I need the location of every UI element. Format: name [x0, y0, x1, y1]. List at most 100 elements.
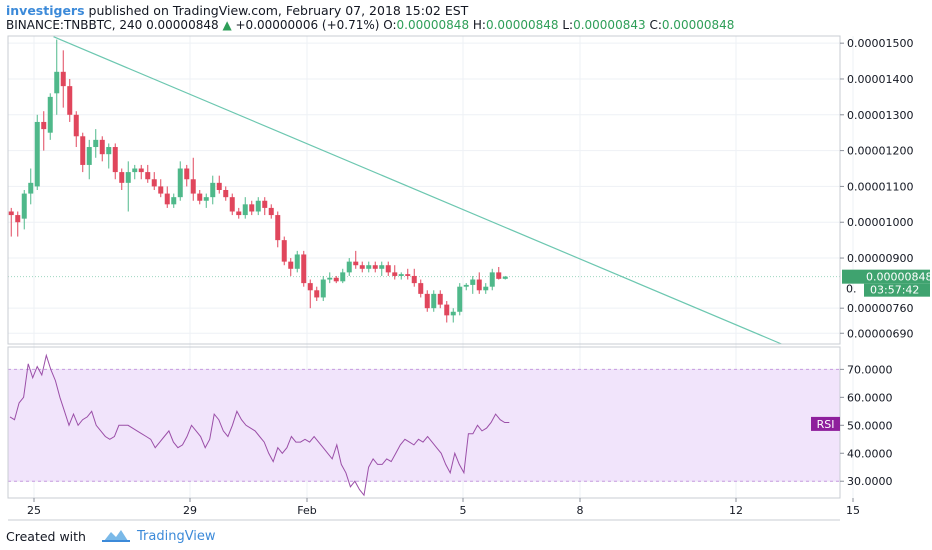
- candle: [119, 168, 125, 190]
- candle: [366, 261, 372, 273]
- candle: [229, 193, 235, 216]
- candle-body: [411, 275, 417, 284]
- candle-body: [431, 293, 437, 309]
- candle-body: [210, 182, 216, 198]
- candle-body: [21, 193, 27, 219]
- tradingview-brand[interactable]: TradingView: [137, 529, 216, 544]
- price-tick-label: 0.00001400: [847, 73, 913, 86]
- candle: [223, 186, 229, 201]
- candle: [483, 283, 489, 294]
- candle-body: [457, 286, 463, 312]
- candle-body: [86, 147, 92, 165]
- candle-body: [216, 182, 222, 190]
- candle-body: [470, 279, 476, 285]
- candle: [138, 164, 144, 180]
- candle-body: [398, 274, 404, 276]
- candle: [255, 197, 261, 216]
- candle: [132, 164, 138, 180]
- time-tick-label: Feb: [297, 504, 316, 517]
- rsi-series: [9, 353, 510, 497]
- close-value: 0.00000848: [661, 18, 735, 32]
- candle-body: [444, 304, 450, 316]
- candle-body: [229, 197, 235, 212]
- candle: [164, 186, 170, 208]
- price-tick-label: 0.00000760: [847, 302, 913, 315]
- candle: [275, 211, 281, 248]
- candle-body: [385, 265, 391, 273]
- time-tick-label: 12: [729, 504, 743, 517]
- created-with-label: Created with: [6, 529, 86, 544]
- candle-body: [184, 168, 190, 180]
- candle: [106, 143, 112, 169]
- candle-body: [34, 121, 40, 187]
- candle: [125, 161, 131, 212]
- candle: [301, 250, 307, 287]
- candle-body: [132, 168, 138, 173]
- candle-body: [476, 279, 482, 291]
- candle-body: [119, 172, 125, 183]
- candle-body: [262, 200, 268, 208]
- time-tick-label: 8: [577, 504, 584, 517]
- candle: [353, 250, 359, 269]
- rsi-band: [8, 369, 840, 482]
- candle: [359, 261, 365, 273]
- price-badge: [842, 269, 930, 284]
- open-value: 0.00000848: [396, 18, 470, 32]
- candle-body: [158, 186, 164, 194]
- candle: [340, 268, 346, 284]
- candle-body: [483, 286, 489, 291]
- candle: [437, 290, 443, 309]
- candle-body: [502, 276, 508, 279]
- candle-body: [41, 121, 47, 130]
- candle: [197, 190, 203, 205]
- candle-body: [275, 215, 281, 241]
- candle: [86, 139, 92, 180]
- rsi-axis: 70.0000 60.0000 50.0000 40.0000 30.0000: [840, 363, 893, 488]
- price-tick-label: 0.00001500: [847, 37, 913, 50]
- candle-body: [80, 136, 86, 165]
- candle: [496, 267, 502, 280]
- candle: [307, 279, 313, 309]
- candle: [294, 250, 300, 273]
- header-line-2: BINANCE:TNBBTC, 240 0.00000848 ▲ +0.0000…: [6, 18, 734, 32]
- candle-body: [73, 114, 79, 137]
- candle: [177, 161, 183, 201]
- candle: [242, 197, 248, 219]
- candle-body: [307, 283, 313, 291]
- rsi-tick-label: 40.0000: [847, 447, 893, 460]
- price-chart[interactable]: 0.00001500 0.00001400 0.00001300 0.00001200…: [0, 0, 932, 521]
- candle-body: [340, 272, 346, 282]
- candle: [314, 286, 320, 302]
- time-tick-label: 29: [183, 504, 197, 517]
- candle: [405, 268, 411, 280]
- candle: [444, 301, 450, 323]
- candle: [171, 193, 177, 208]
- publisher-name[interactable]: investigers: [6, 3, 85, 18]
- tradingview-cloud-icon[interactable]: [100, 526, 132, 544]
- candle: [210, 175, 216, 205]
- candle-body: [450, 311, 456, 316]
- candle-body: [379, 265, 385, 269]
- candle-body: [54, 71, 60, 94]
- footer: Created with TradingView: [0, 521, 932, 550]
- rsi-badge: [811, 416, 840, 431]
- partial-tick-label: 0.: [846, 283, 857, 296]
- price-tick-label: 0.00001000: [847, 216, 913, 229]
- last-price: 0.00000848: [146, 18, 219, 32]
- candle-body: [489, 272, 495, 287]
- symbol-label: BINANCE:TNBBTC, 240: [6, 18, 143, 32]
- candle: [392, 265, 398, 280]
- time-axis: 25 29 Feb 5 8 12 15: [27, 498, 860, 517]
- candle: [320, 275, 326, 302]
- candle-body: [366, 265, 372, 269]
- candle: [379, 261, 385, 276]
- candle-body: [359, 265, 365, 269]
- candle-body: [190, 179, 196, 194]
- candle: [151, 172, 157, 190]
- price-change: +0.00000006 (+0.71%): [235, 18, 380, 32]
- candle: [203, 193, 209, 208]
- time-tick-label: 5: [460, 504, 467, 517]
- price-tick-label: 0.00001100: [847, 180, 913, 193]
- trend-line: [53, 36, 782, 345]
- candle: [41, 111, 47, 151]
